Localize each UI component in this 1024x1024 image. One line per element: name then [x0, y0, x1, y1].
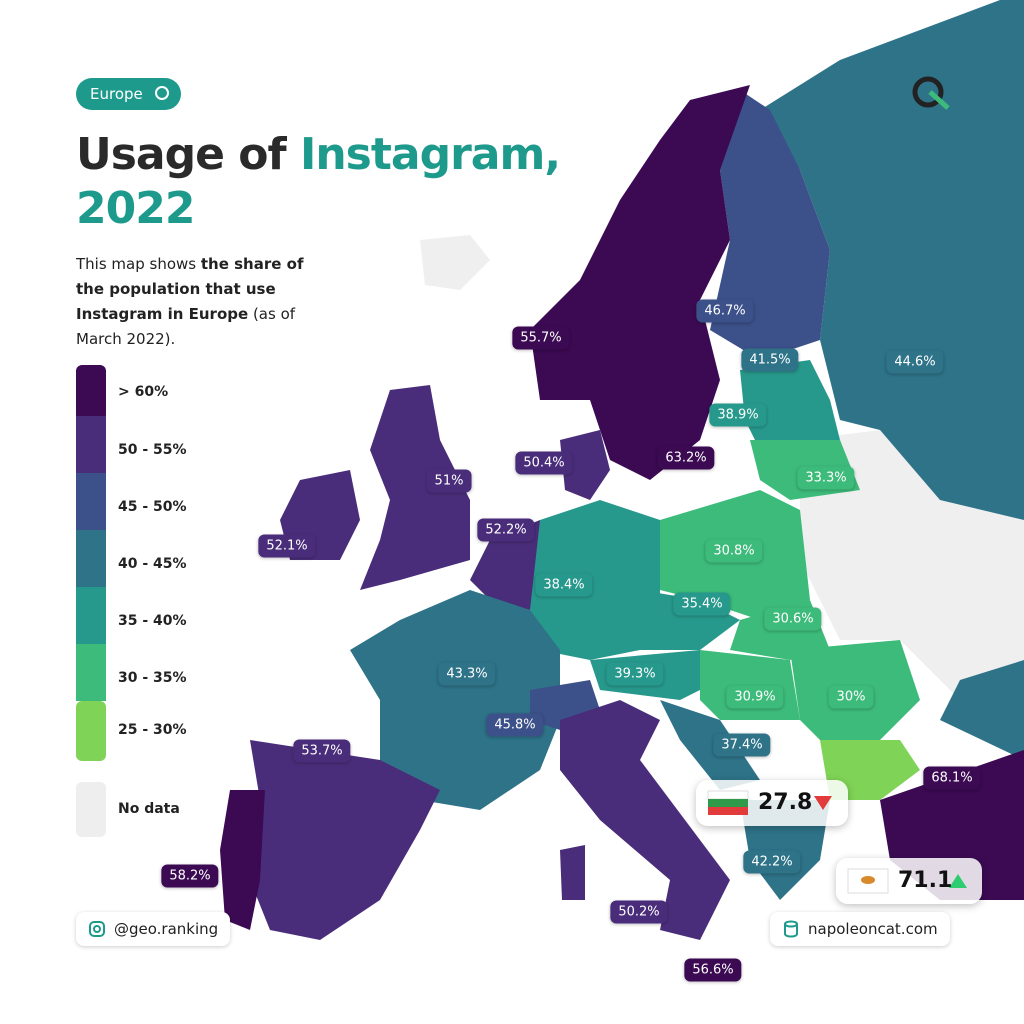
country-finland [700, 90, 830, 360]
callout-icons [707, 790, 832, 815]
title: Usage of Instagram, 2022 [76, 128, 561, 236]
legend-label: 30 - 35% [118, 670, 187, 686]
footer-text: @geo.ranking [114, 920, 219, 938]
country-russia [760, 0, 1024, 760]
footer-handle: @geo.ranking [76, 912, 231, 946]
logo [912, 76, 944, 108]
callout-value: 71.1 [898, 868, 953, 893]
value-label: 30.9% [726, 685, 784, 709]
legend-label: 45 - 50% [118, 499, 187, 515]
country-italy [560, 700, 730, 940]
country-denmark [560, 430, 610, 500]
legend-label: > 60% [118, 384, 169, 400]
database-icon [784, 920, 798, 938]
callout: 71.1 [836, 858, 982, 904]
value-label: 52.2% [477, 518, 535, 542]
country-benelux [470, 520, 545, 610]
country-scandinavia [530, 85, 750, 480]
legend-label: 40 - 45% [118, 556, 187, 572]
value-label: 56.6% [684, 958, 742, 982]
country-uk [360, 385, 470, 590]
footer-text: napoleoncat.com [808, 920, 938, 938]
country-germany [530, 500, 660, 660]
legend-swatch [76, 782, 106, 837]
legend-label: 35 - 40% [118, 613, 187, 629]
legend-swatch [76, 701, 106, 761]
value-label: 41.5% [741, 348, 799, 372]
legend-swatch [76, 365, 106, 421]
country-balkans [660, 700, 760, 790]
value-label: 39.3% [606, 662, 664, 686]
value-label: 52.1% [258, 534, 316, 558]
value-label: 30.8% [705, 539, 763, 563]
country-spain [250, 740, 440, 940]
value-label: 35.4% [673, 592, 731, 616]
footer-source: napoleoncat.com [770, 912, 950, 946]
value-label: 53.7% [293, 739, 351, 763]
value-label: 42.2% [743, 850, 801, 874]
value-label: 38.4% [535, 573, 593, 597]
subtitle-text: (as of March 2022). [76, 305, 296, 348]
title-highlight: Instagram, [299, 129, 561, 180]
value-label: 63.2% [657, 446, 715, 470]
value-label: 43.3% [438, 662, 496, 686]
country-czechia [640, 590, 740, 650]
legend-swatch [76, 416, 106, 473]
callout-value: 27.8 [758, 790, 813, 815]
badge: Europe [76, 78, 181, 110]
legend-label: 50 - 55% [118, 442, 187, 458]
instagram-icon [89, 921, 105, 937]
subtitle: This map shows the share of the populati… [76, 252, 336, 352]
legend-swatch [76, 587, 106, 644]
iceland [420, 235, 490, 290]
legend-label: No data [118, 801, 180, 817]
callout-icons [847, 868, 967, 894]
value-label: 45.8% [486, 713, 544, 737]
value-label: 30.6% [764, 607, 822, 631]
logo [928, 90, 950, 110]
value-label: 55.7% [512, 326, 570, 350]
title-plain: Usage of [76, 129, 287, 180]
value-label: 30% [828, 685, 874, 709]
country-baltics [740, 360, 840, 450]
value-label: 58.2% [161, 864, 219, 888]
value-label: 68.1% [923, 766, 981, 790]
subtitle-bold: the share of the population that use Ins… [76, 255, 304, 323]
country-france [350, 590, 560, 810]
callout: 27.8 [696, 780, 848, 826]
value-label: 50.2% [610, 900, 668, 924]
title-highlight: 2022 [76, 183, 195, 234]
value-label: 37.4% [713, 733, 771, 757]
value-label: 38.9% [709, 403, 767, 427]
legend-swatch [76, 644, 106, 701]
country-sardinia [560, 845, 585, 900]
value-label: 44.6% [886, 350, 944, 374]
value-label: 51% [426, 469, 472, 493]
value-label: 33.3% [797, 466, 855, 490]
value-label: 50.4% [515, 451, 573, 475]
subtitle-text: This map shows [76, 255, 201, 273]
legend-swatch [76, 473, 106, 530]
no-data-region [800, 430, 1024, 700]
country-portugal [220, 790, 265, 930]
legend-swatch [76, 530, 106, 587]
legend-label: 25 - 30% [118, 722, 187, 738]
value-label: 46.7% [696, 299, 754, 323]
